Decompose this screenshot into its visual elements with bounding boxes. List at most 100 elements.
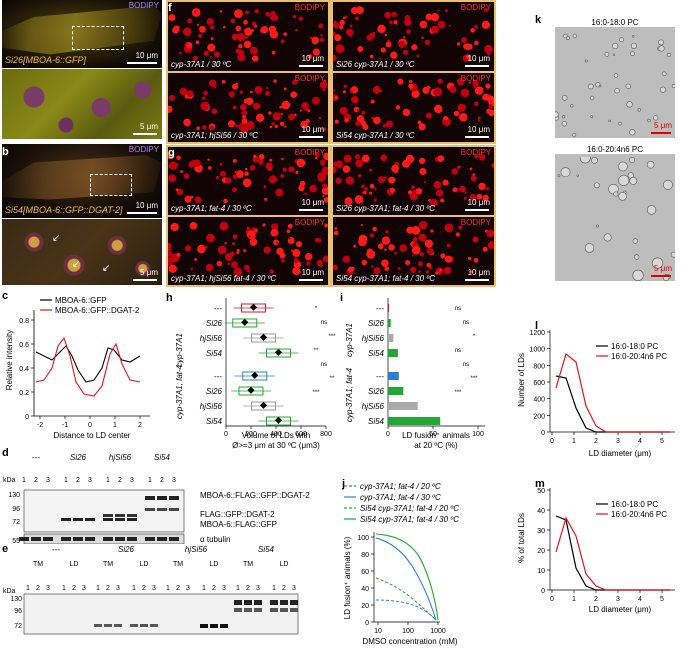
scale-bar <box>299 136 323 138</box>
h-xlabel: Volume of LDs with <box>242 431 310 440</box>
c-ytick-label: 0.4 <box>19 366 29 373</box>
e-lane-label: 3 <box>46 585 50 592</box>
k2-droplets <box>557 157 675 281</box>
j-ytick-label: 80 <box>361 552 369 559</box>
series-mboa6-gfp-line <box>35 345 141 383</box>
droplet <box>618 191 627 201</box>
micrograph-g-2: BODIPY Si26 cyp-37A1; fat-4 / 30 ºC 10 μm <box>333 147 494 215</box>
droplet <box>618 161 628 172</box>
h-mean-marker <box>274 348 283 356</box>
band-gfp-dgat2 <box>127 514 137 517</box>
i-bar <box>388 402 418 410</box>
genotype-label: Si54 cyp-37A1 / 30 ºC <box>336 131 415 140</box>
d-lane-label: 3 <box>172 477 176 484</box>
i-sig-label: * <box>473 334 476 340</box>
i-sig-label: *** <box>454 390 462 396</box>
droplet <box>612 53 616 56</box>
band-tubulin <box>85 537 95 541</box>
droplet <box>595 224 599 228</box>
scale-label: 10 μm <box>301 54 324 63</box>
j-curve-fat4-20 <box>375 599 437 621</box>
e-lane-label: 3 <box>82 585 86 592</box>
e-lane-label: 3 <box>256 585 260 592</box>
band <box>254 608 262 612</box>
bodipy-label: BODIPY <box>294 148 325 157</box>
m-series-16-20 <box>555 516 670 591</box>
scale-label: 10 μm <box>301 125 324 134</box>
band <box>150 624 158 627</box>
m-xtick-label: 4 <box>638 596 642 603</box>
bodipy-label-a: BODIPY <box>128 1 159 10</box>
bodipy-label: BODIPY <box>460 3 491 12</box>
droplet <box>555 111 560 118</box>
droplet <box>629 157 635 163</box>
micrograph-f-3: BODIPY cyp-37A1; hjSi56 / 30 ºC 10 μm <box>168 73 328 142</box>
d-lane-label: 1 <box>148 477 152 484</box>
l-series-16-18 <box>555 375 670 433</box>
l-xtick-label: 0 <box>550 438 554 445</box>
scale-label: 10 μm <box>467 54 490 63</box>
c-xlabel: Distance to LD center <box>54 431 131 440</box>
e-lane-label: 2 <box>72 585 76 592</box>
micrograph-a-zoom: 5 μm <box>2 69 162 139</box>
h-mean-marker <box>241 318 249 326</box>
l-xtick-label: 3 <box>616 438 620 445</box>
droplet <box>563 33 568 39</box>
genotype-label-a: Si26[MBOA-6::GFP] <box>5 55 87 65</box>
bodipy-label: BODIPY <box>460 74 491 83</box>
j-xtick-label: 1000 <box>430 628 446 635</box>
l-ytick-label: 800 <box>533 363 545 370</box>
i-sig-label: ns <box>455 306 461 312</box>
e-fraction-label: TM <box>33 561 43 568</box>
band <box>140 624 148 627</box>
droplet <box>634 254 640 260</box>
droplet <box>572 132 577 137</box>
m-xlabel: LD diameter (μm) <box>589 605 652 614</box>
band <box>290 600 298 605</box>
band-extra <box>169 508 179 511</box>
band-tubulin <box>103 537 113 541</box>
band-mboa6-dgat2 <box>145 496 155 500</box>
h-mean-marker <box>247 386 255 394</box>
e-lane-label: 2 <box>36 585 40 592</box>
h-row-label: --- <box>214 304 222 313</box>
h-mean-marker <box>259 333 268 341</box>
chart-m: 0 10 20 30 40 50 0 1 2 3 4 5 16:0-18:0 PC 16:0-20:4… <box>517 488 675 614</box>
e-lane-label: 1 <box>202 585 206 592</box>
h-row-label: hjSi56 <box>200 334 223 343</box>
e-lane-label: 2 <box>176 585 180 592</box>
chart-c: 00.20.40.60.8-2 -1 0 1 2 MBOA-6::GFP MBOA-6:… <box>5 296 150 440</box>
chart-h: cyp-37A1 cyp-37A1; fat-4 --- Si26 hjSi56 Si… <box>175 298 336 450</box>
i-group-a: cyp-37A1 <box>345 323 354 357</box>
m-ylabel: % of total LDs <box>517 513 526 563</box>
m-ytick-label: 20 <box>537 548 545 555</box>
h-group-a: cyp-37A1 <box>175 333 184 367</box>
band <box>244 600 252 605</box>
panel-label-b: b <box>2 146 9 158</box>
droplet <box>591 157 598 164</box>
e-lane-label: 2 <box>212 585 216 592</box>
arrow-icon: ↙ <box>72 259 81 270</box>
panel-label-l: l <box>535 320 539 332</box>
h-row-label: Si54 <box>206 417 223 426</box>
j-legend-label: cyp-37A1; fat-4 / 20 ºC <box>360 482 441 491</box>
micrograph-g-1: BODIPY cyp-37A1; fat-4 / 30 ºC 10 μm <box>168 147 328 215</box>
i-row-label: Si54 <box>368 417 385 426</box>
e-lane-label: 2 <box>282 585 286 592</box>
h-row-label: --- <box>214 372 222 381</box>
band-mboa6-gfp <box>85 518 95 521</box>
d-lane-label: 2 <box>34 477 38 484</box>
d-group-label: hjSi56 <box>109 453 132 462</box>
m-ytick-label: 0 <box>541 588 545 595</box>
band-mboa6-gfp <box>127 518 137 521</box>
h-sig-label: ** <box>314 348 319 354</box>
bodipy-droplets <box>168 8 325 62</box>
h-sig-label: * <box>315 306 318 312</box>
e-fraction-label: LD <box>140 561 149 568</box>
d-mw-72: 72 <box>12 519 20 526</box>
bodipy-label: BODIPY <box>294 3 325 12</box>
droplet <box>562 115 566 119</box>
droplet <box>576 174 579 177</box>
e-fraction-label: TM <box>173 561 183 568</box>
c-xtick-label: -2 <box>37 422 43 429</box>
